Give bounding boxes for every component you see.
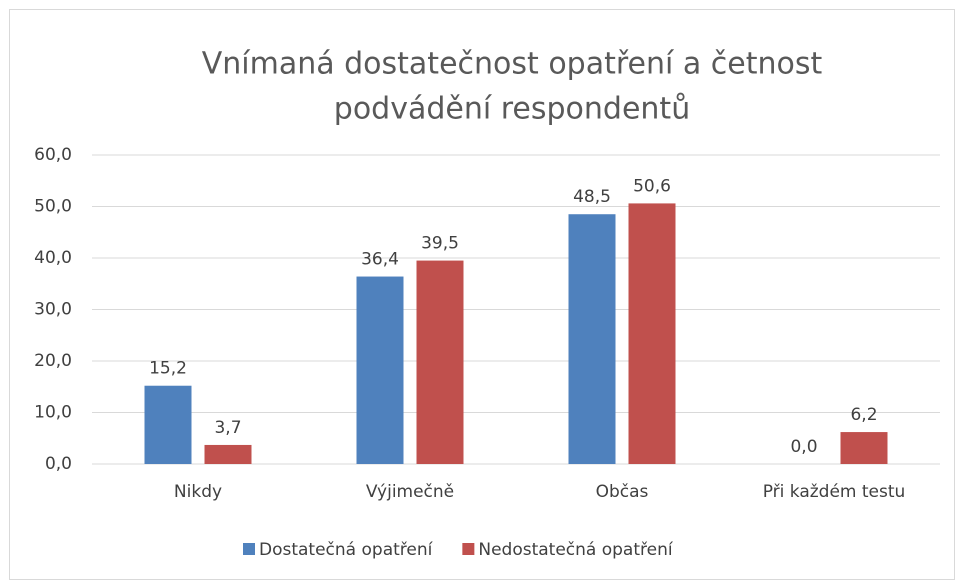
legend-label: Dostatečná opatření <box>259 540 434 560</box>
chart-title: podvádění respondentů <box>334 92 690 127</box>
chart-border <box>9 9 955 580</box>
x-tick-label: Nikdy <box>174 482 222 502</box>
data-label: 3,7 <box>214 418 241 438</box>
chart-title: Vnímaná dostatečnost opatření a četnost <box>202 47 823 82</box>
x-tick-label: Občas <box>596 482 649 502</box>
bar <box>144 385 192 464</box>
data-label: 48,5 <box>573 187 611 207</box>
bar <box>356 276 404 464</box>
data-label: 6,2 <box>850 405 877 425</box>
y-tick-label: 10,0 <box>34 403 72 423</box>
data-label: 36,4 <box>361 250 399 270</box>
y-tick-label: 40,0 <box>34 248 72 268</box>
legend-label: Nedostatečná opatření <box>478 540 673 560</box>
x-tick-label: Při každém testu <box>763 482 906 502</box>
data-label: 15,2 <box>149 359 187 379</box>
bar <box>628 203 676 464</box>
x-tick-label: Výjimečně <box>366 482 454 502</box>
bar <box>840 432 888 464</box>
legend-swatch <box>462 543 475 555</box>
bar <box>568 214 616 464</box>
y-tick-label: 50,0 <box>34 197 72 217</box>
bar <box>204 444 252 464</box>
data-label: 39,5 <box>421 234 459 254</box>
legend-swatch <box>243 543 255 555</box>
y-tick-label: 0,0 <box>45 454 72 474</box>
y-tick-label: 60,0 <box>34 145 72 165</box>
bar <box>416 260 464 464</box>
data-label: 0,0 <box>790 437 817 457</box>
data-label: 50,6 <box>633 176 671 196</box>
y-tick-label: 30,0 <box>34 300 72 320</box>
y-tick-label: 20,0 <box>34 351 72 371</box>
